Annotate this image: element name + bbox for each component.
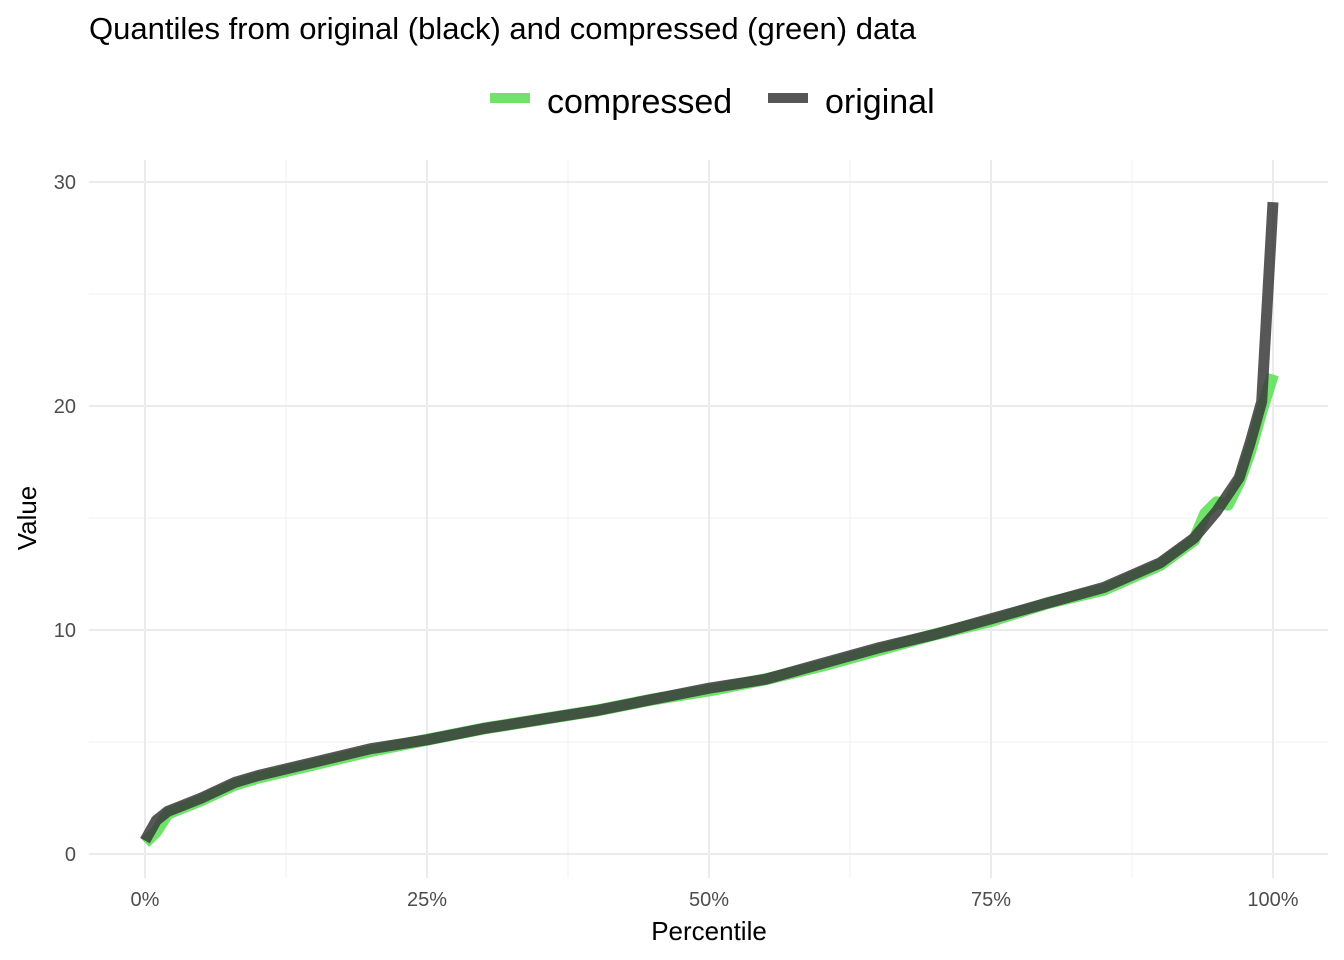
x-tick-label: 50% <box>689 889 729 911</box>
series-lines <box>140 201 1279 848</box>
x-axis-title: Percentile <box>651 916 767 946</box>
y-tick-label: 0 <box>65 844 76 866</box>
gridlines <box>89 160 1328 878</box>
y-axis-title: Value <box>12 486 42 551</box>
y-tick-label: 30 <box>54 172 76 194</box>
legend-label-compressed: compressed <box>547 83 732 121</box>
chart-title: Quantiles from original (black) and comp… <box>89 11 917 46</box>
legend: compressed original <box>490 83 935 121</box>
legend-label-original: original <box>825 83 935 121</box>
x-tick-label: 25% <box>407 889 447 911</box>
y-tick-label: 10 <box>54 620 76 642</box>
x-axis-ticks: 0% 25% 50% 75% 100% <box>131 889 1299 911</box>
x-tick-label: 75% <box>971 889 1011 911</box>
y-tick-label: 20 <box>54 396 76 418</box>
y-axis-ticks: 0 10 20 30 <box>54 172 76 866</box>
x-tick-label: 100% <box>1247 889 1298 911</box>
x-tick-label: 0% <box>131 889 160 911</box>
series-line-original <box>140 201 1279 844</box>
